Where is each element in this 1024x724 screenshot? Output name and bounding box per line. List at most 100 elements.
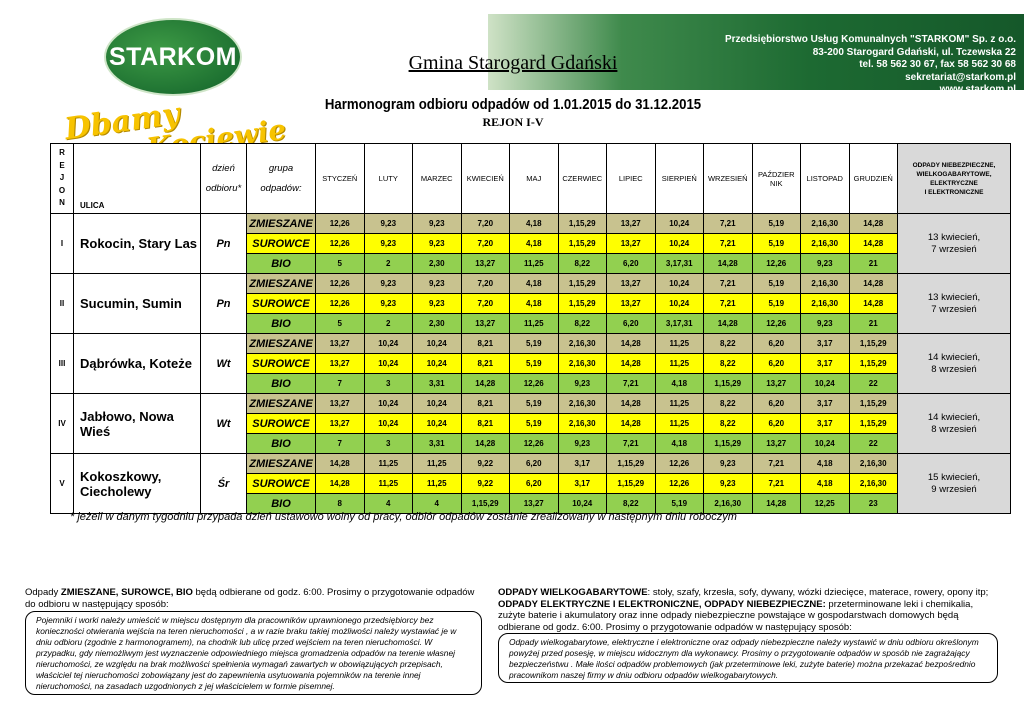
grupa: SUROWCE [246,233,316,254]
date-cell: 9,23 [363,273,413,294]
date-cell: 2,16,30 [800,233,850,254]
date-cell: 12,25 [800,493,850,514]
date-cell: 12,26 [315,213,365,234]
date-cell: 4,18 [800,473,850,494]
date-cell: 4,18 [509,213,559,234]
date-cell: 11,25 [509,253,559,274]
ulica: Kokoszkowy, Ciecholewy [73,453,201,514]
date-cell: 10,24 [654,213,704,234]
date-cell: 21 [848,253,898,274]
date-cell: 9,23 [800,253,850,274]
intro-text: Odpady [25,587,61,598]
date-cell: 7,20 [460,273,510,294]
extra-line: 13 kwiecień, [927,291,981,303]
date-cell: 13,27 [315,413,365,434]
extra-line: 7 wrzesień [931,303,977,315]
date-cell: 5,19 [509,333,559,354]
month-header: MAJ [509,143,559,214]
month-header: PAŹDZIER NIK [751,143,801,214]
date-cell: 2,16,30 [557,393,607,414]
date-cell: 1,15,29 [460,493,510,514]
date-cell: 9,23 [557,373,607,394]
date-cell: 6,20 [751,333,801,354]
date-cell: 12,26 [315,233,365,254]
schedule-table: R E J O N ULICA dzień odbioru* grupa odpadów: STYC… [50,143,1011,514]
left-box: Pojemniki i worki należy umieścić w miej… [25,611,482,695]
extra-line: 7 wrzesień [931,243,977,255]
date-cell: 4,18 [509,233,559,254]
date-cell: 13,27 [460,313,510,334]
dzien: Wt [200,393,247,454]
date-cell: 2,16,30 [703,493,753,514]
data-row: SUROWCE 12,26 9,23 9,23 7,20 4,18 1,15,29 13,27… [51,233,1011,254]
date-cell: 14,28 [606,413,656,434]
rejon: V [50,453,74,514]
date-cell: 9,23 [363,213,413,234]
date-cell: 5,19 [751,233,801,254]
date-cell: 1,15,29 [606,473,656,494]
date-cell: 14,28 [315,473,365,494]
header-line: dzień [212,162,235,174]
date-cell: 11,25 [363,473,413,494]
right-intro: ODPADY WIELKOGABARYTOWE: stoły, szafy, k… [498,587,998,633]
date-cell: 5,19 [509,393,559,414]
company-line: www.starkom.pl [939,84,1016,95]
grupa: BIO [246,253,316,274]
data-row: II Sucumin, Sumin Pn ZMIESZANE 12,26 9,23 9,23… [50,273,1011,334]
date-cell: 14,28 [606,353,656,374]
data-row: BIO 5 2 2,30 13,27 11,25 8,22 6,20 3,17,31 14,28 1… [51,253,1011,274]
grupa: ZMIESZANE [246,273,316,294]
grupa: SUROWCE [246,293,316,314]
month-header: MARZEC [412,143,462,214]
date-cell: 6,20 [606,313,656,334]
ulica: Rokocin, Stary Las [73,213,201,274]
date-cell: 3 [363,373,413,394]
date-cell: 5,19 [751,273,801,294]
date-cell: 10,24 [363,333,413,354]
header-line: ODPADY NIEBEZPIECZNE, [912,161,996,169]
date-cell: 3,17 [800,353,850,374]
date-cell: 4,18 [654,373,704,394]
date-cell: 3,17 [800,393,850,414]
date-cell: 5 [315,253,365,274]
grupa: BIO [246,493,316,514]
date-cell: 10,24 [654,233,704,254]
date-cell: 13,27 [606,293,656,314]
date-cell: 14,28 [848,213,898,234]
date-cell: 10,24 [800,373,850,394]
date-cell: 9,23 [557,433,607,454]
date-cell: 5,19 [509,413,559,434]
date-cell: 8,22 [703,393,753,414]
date-cell: 4,18 [654,433,704,454]
date-cell: 3,17,31 [654,253,704,274]
date-cell: 5,19 [751,213,801,234]
date-cell: 9,23 [363,233,413,254]
date-cell: 1,15,29 [703,373,753,394]
date-cell: 9,22 [460,453,510,474]
date-cell: 9,23 [703,473,753,494]
data-row: I Rokocin, Stary Las Pn ZMIESZANE 12,26 9,23 9… [50,213,1011,274]
date-cell: 5,19 [751,293,801,314]
date-cell: 1,15,29 [848,393,898,414]
extra-line: 8 wrzesień [931,423,977,435]
date-cell: 13,27 [509,493,559,514]
grupa: SUROWCE [246,413,316,434]
date-cell: 9,23 [800,313,850,334]
date-cell: 7,21 [703,273,753,294]
date-cell: 14,28 [848,273,898,294]
month-header: LISTOPAD [800,143,850,214]
date-cell: 12,26 [751,253,801,274]
date-cell: 1,15,29 [557,273,607,294]
date-cell: 11,25 [654,413,704,434]
date-cell: 7,20 [460,293,510,314]
header-letter: J [59,173,65,183]
date-cell: 10,24 [412,413,462,434]
month-header: STYCZEŃ [315,143,365,214]
company-line: Przedsiębiorstwo Usług Komunalnych "STAR… [725,34,1016,45]
date-cell: 2,16,30 [800,293,850,314]
date-cell: 2,16,30 [557,353,607,374]
date-cell: 10,24 [412,333,462,354]
date-cell: 10,24 [363,413,413,434]
date-cell: 8,22 [606,493,656,514]
